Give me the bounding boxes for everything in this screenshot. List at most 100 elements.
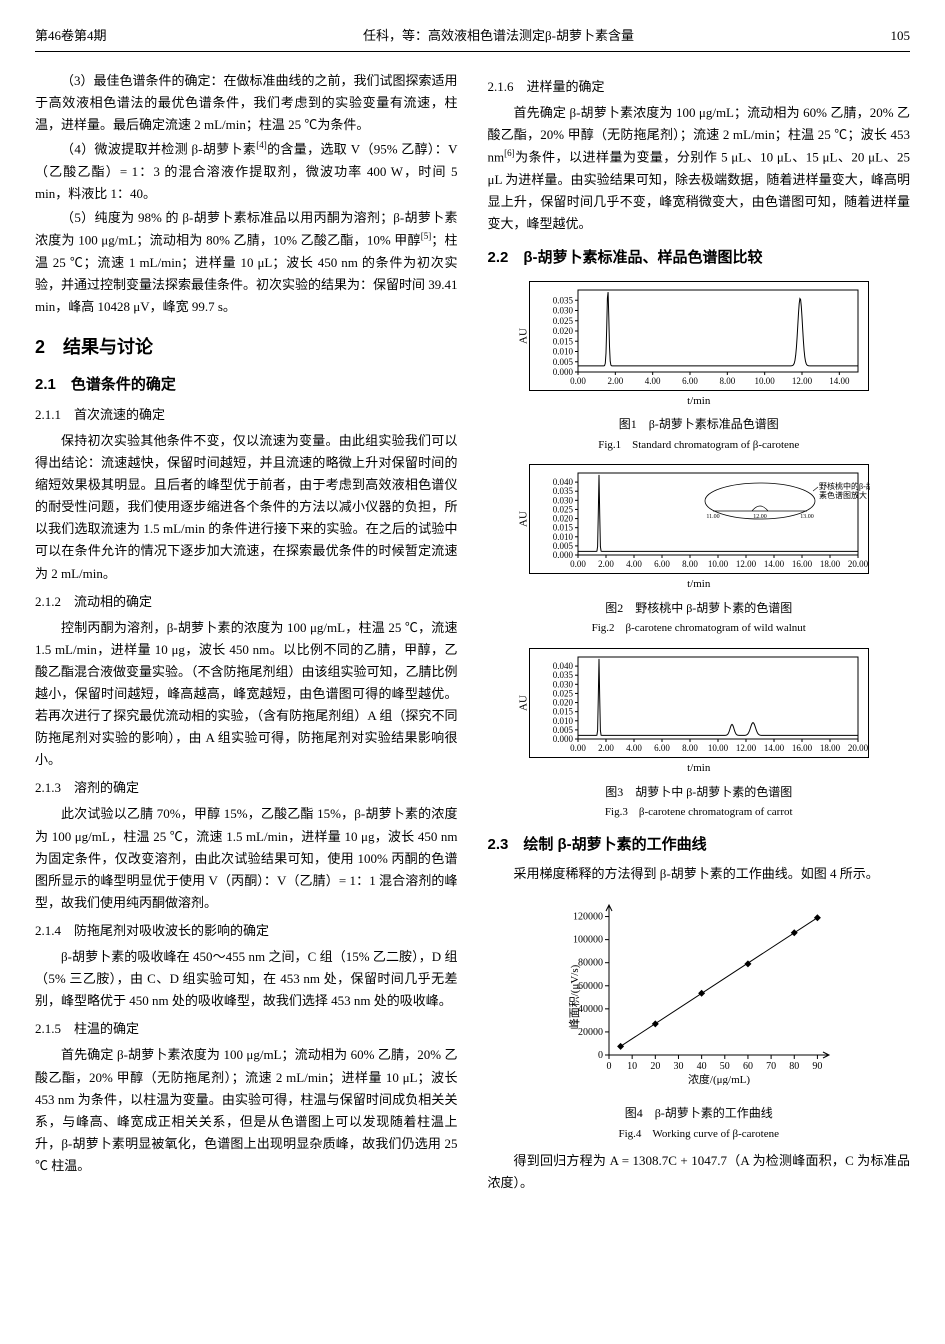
svg-text:13.00: 13.00 <box>800 514 814 520</box>
svg-text:0.035: 0.035 <box>553 487 574 497</box>
fig4-caption-cn: 图4 β-胡萝卜素的工作曲线 <box>488 1103 911 1123</box>
fig1-xlabel: t/min <box>488 392 911 411</box>
fig4-chart: 峰面积/(μV/s)020000400006000080000100000120… <box>549 895 849 1099</box>
svg-text:2.00: 2.00 <box>607 376 623 386</box>
svg-text:14.00: 14.00 <box>764 559 785 569</box>
svg-text:120000: 120000 <box>573 912 603 923</box>
svg-text:12.00: 12.00 <box>736 559 757 569</box>
svg-text:6.00: 6.00 <box>654 559 670 569</box>
svg-text:100000: 100000 <box>573 935 603 946</box>
svg-text:10.00: 10.00 <box>754 376 775 386</box>
header-right: 105 <box>891 25 911 47</box>
fig3-chart: AU0.0000.0050.0100.0150.0200.0250.0300.0… <box>529 648 869 758</box>
svg-text:素色谱图放大: 素色谱图放大 <box>819 490 867 500</box>
svg-text:30: 30 <box>673 1061 683 1072</box>
header-left: 第46卷第4期 <box>35 25 107 47</box>
svg-text:12.00: 12.00 <box>792 376 813 386</box>
heading-2-1-2: 2.1.2 流动相的确定 <box>35 591 458 613</box>
two-column-layout: （3）最佳色谱条件的确定：在做标准曲线的之前，我们试图探索适用于高效液相色谱法的… <box>35 70 910 1196</box>
svg-text:0.030: 0.030 <box>553 679 574 689</box>
figure-3: AU0.0000.0050.0100.0150.0200.0250.0300.0… <box>488 648 911 822</box>
header-center: 任科，等：高效液相色谱法测定β-胡萝卜素含量 <box>363 25 634 47</box>
svg-text:0.025: 0.025 <box>553 505 574 515</box>
svg-text:4.00: 4.00 <box>645 376 661 386</box>
svg-text:6.00: 6.00 <box>682 376 698 386</box>
svg-text:8.00: 8.00 <box>719 376 735 386</box>
svg-text:0.005: 0.005 <box>553 725 574 735</box>
fig2-caption-en: Fig.2 β-carotene chromatogram of wild wa… <box>488 619 911 638</box>
heading-2-2: 2.2 β-胡萝卜素标准品、样品色谱图比较 <box>488 245 911 271</box>
ref-5: [5] <box>421 231 432 241</box>
svg-text:2.00: 2.00 <box>598 743 614 753</box>
svg-text:0.005: 0.005 <box>553 356 574 366</box>
svg-text:0.015: 0.015 <box>553 523 574 533</box>
svg-text:8.00: 8.00 <box>682 743 698 753</box>
fig2-chart: AU0.0000.0050.0100.0150.0200.0250.0300.0… <box>529 464 869 574</box>
svg-text:0.030: 0.030 <box>553 496 574 506</box>
svg-text:90: 90 <box>812 1061 822 1072</box>
svg-text:0.015: 0.015 <box>553 707 574 717</box>
svg-text:0.015: 0.015 <box>553 336 574 346</box>
svg-text:16.00: 16.00 <box>792 559 813 569</box>
svg-text:野核桃中的β-胡萝卜: 野核桃中的β-胡萝卜 <box>819 481 870 491</box>
para-after-fig4: 得到回归方程为 A = 1308.7C + 1047.7（A 为检测峰面积，C … <box>488 1150 911 1194</box>
page: 第46卷第4期 任科，等：高效液相色谱法测定β-胡萝卜素含量 105 （3）最佳… <box>0 0 945 1226</box>
left-column: （3）最佳色谱条件的确定：在做标准曲线的之前，我们试图探索适用于高效液相色谱法的… <box>35 70 458 1196</box>
svg-text:6.00: 6.00 <box>654 743 670 753</box>
svg-text:18.00: 18.00 <box>820 743 841 753</box>
para-212: 控制丙酮为溶剂，β-胡萝卜素的浓度为 100 μg/mL，柱温 25 ℃，流速 … <box>35 617 458 772</box>
para-23: 采用梯度稀释的方法得到 β-胡萝卜素的工作曲线。如图 4 所示。 <box>488 863 911 885</box>
svg-text:0.010: 0.010 <box>553 716 574 726</box>
fig2-caption-cn: 图2 野核桃中 β-胡萝卜素的色谱图 <box>488 598 911 618</box>
svg-text:0.030: 0.030 <box>553 305 574 315</box>
fig1-chart: AU0.0000.0050.0100.0150.0200.0250.0300.0… <box>529 281 869 391</box>
para-4: （4）微波提取并检测 β-胡萝卜素[4]的含量，选取 V（95% 乙醇）：V（乙… <box>35 138 458 205</box>
svg-text:0.020: 0.020 <box>553 514 574 524</box>
para-211: 保持初次实验其他条件不变，仅以流速为变量。由此组实验我们可以得出结论：流速越快，… <box>35 430 458 585</box>
svg-text:0.010: 0.010 <box>553 346 574 356</box>
heading-2-1: 2.1 色谱条件的确定 <box>35 372 458 398</box>
svg-text:0: 0 <box>598 1050 603 1061</box>
svg-text:2.00: 2.00 <box>598 559 614 569</box>
svg-text:12.00: 12.00 <box>736 743 757 753</box>
svg-text:0.00: 0.00 <box>570 743 586 753</box>
figure-1: AU0.0000.0050.0100.0150.0200.0250.0300.0… <box>488 281 911 455</box>
svg-text:0.020: 0.020 <box>553 326 574 336</box>
page-header: 第46卷第4期 任科，等：高效液相色谱法测定β-胡萝卜素含量 105 <box>35 25 910 52</box>
heading-2-1-1: 2.1.1 首次流速的确定 <box>35 404 458 426</box>
svg-text:0.025: 0.025 <box>553 315 574 325</box>
fig4-caption-en: Fig.4 Working curve of β-carotene <box>488 1125 911 1144</box>
svg-text:0.00: 0.00 <box>570 559 586 569</box>
svg-text:11.00: 11.00 <box>706 514 719 520</box>
svg-text:70: 70 <box>766 1061 776 1072</box>
svg-text:10.00: 10.00 <box>708 559 729 569</box>
figure-4: 峰面积/(μV/s)020000400006000080000100000120… <box>488 895 911 1143</box>
svg-text:8.00: 8.00 <box>682 559 698 569</box>
svg-text:20.00: 20.00 <box>848 743 869 753</box>
para-5: （5）纯度为 98% 的 β-胡萝卜素标准品以用丙酮为溶剂；β-胡萝卜素浓度为 … <box>35 207 458 318</box>
svg-text:20: 20 <box>650 1061 660 1072</box>
heading-2-1-6: 2.1.6 进样量的确定 <box>488 76 911 98</box>
heading-2-1-5: 2.1.5 柱温的确定 <box>35 1018 458 1040</box>
svg-text:20.00: 20.00 <box>848 559 869 569</box>
svg-text:0.040: 0.040 <box>553 661 574 671</box>
fig1-caption-en: Fig.1 Standard chromatogram of β-caroten… <box>488 436 911 455</box>
svg-text:60: 60 <box>743 1061 753 1072</box>
svg-text:0.005: 0.005 <box>553 541 574 551</box>
svg-text:80: 80 <box>789 1061 799 1072</box>
heading-2-1-4: 2.1.4 防拖尾剂对吸收波长的影响的确定 <box>35 920 458 942</box>
svg-text:14.00: 14.00 <box>829 376 850 386</box>
para-215: 首先确定 β-胡萝卜素浓度为 100 μg/mL；流动相为 60% 乙腈，20%… <box>35 1044 458 1177</box>
fig3-caption-cn: 图3 胡萝卜中 β-胡萝卜素的色谱图 <box>488 782 911 802</box>
svg-text:16.00: 16.00 <box>792 743 813 753</box>
heading-2: 2 结果与讨论 <box>35 332 458 363</box>
svg-text:0.035: 0.035 <box>553 670 574 680</box>
para-214: β-胡萝卜素的吸收峰在 450～455 nm 之间，C 组（15% 乙二胺），D… <box>35 946 458 1012</box>
svg-text:12.00: 12.00 <box>753 514 767 520</box>
svg-text:0.020: 0.020 <box>553 698 574 708</box>
svg-text:0.035: 0.035 <box>553 295 574 305</box>
fig2-xlabel: t/min <box>488 575 911 594</box>
para-216: 首先确定 β-胡萝卜素浓度为 100 μg/mL；流动相为 60% 乙腈，20%… <box>488 102 911 235</box>
fig3-xlabel: t/min <box>488 759 911 778</box>
svg-text:40: 40 <box>696 1061 706 1072</box>
